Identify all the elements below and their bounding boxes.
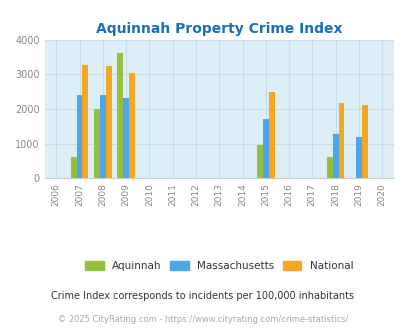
Text: © 2025 CityRating.com - https://www.cityrating.com/crime-statistics/: © 2025 CityRating.com - https://www.city…	[58, 315, 347, 324]
Bar	[82, 65, 88, 178]
Title: Aquinnah Property Crime Index: Aquinnah Property Crime Index	[96, 22, 342, 36]
Bar	[100, 95, 106, 178]
Bar	[262, 119, 268, 178]
Bar	[71, 157, 77, 178]
Bar	[268, 91, 274, 178]
Bar	[94, 109, 100, 178]
Bar	[77, 95, 82, 178]
Bar	[129, 73, 134, 178]
Bar	[106, 66, 111, 178]
Legend: Aquinnah, Massachusetts, National: Aquinnah, Massachusetts, National	[80, 255, 358, 276]
Text: Crime Index corresponds to incidents per 100,000 inhabitants: Crime Index corresponds to incidents per…	[51, 291, 354, 301]
Bar	[123, 98, 129, 178]
Bar	[326, 156, 332, 178]
Bar	[256, 145, 262, 178]
Bar	[355, 137, 361, 178]
Bar	[338, 103, 343, 178]
Bar	[361, 106, 367, 178]
Bar	[117, 52, 123, 178]
Bar	[332, 134, 338, 178]
